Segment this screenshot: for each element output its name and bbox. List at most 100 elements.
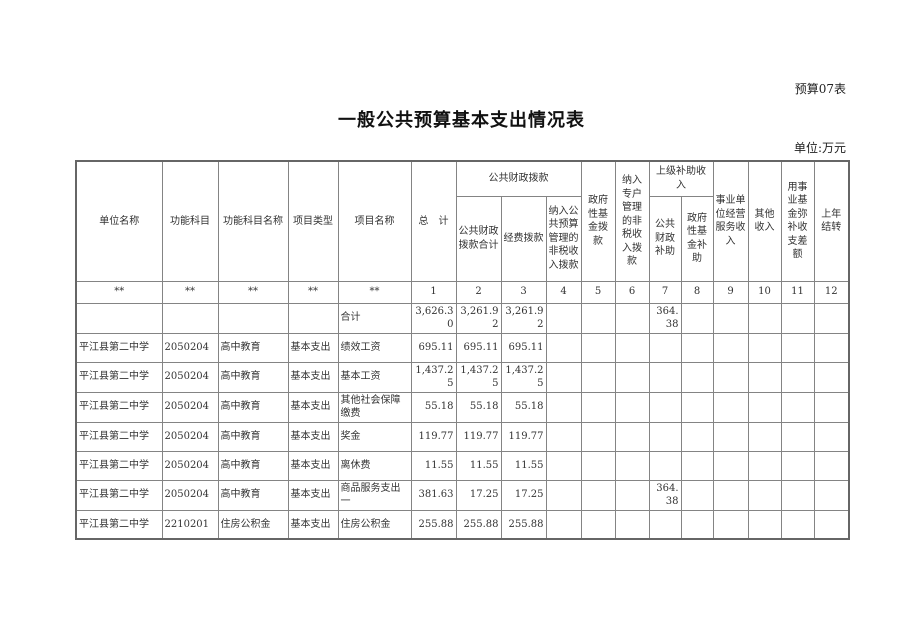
cell: 奖金 xyxy=(337,421,412,452)
cell xyxy=(614,361,650,393)
cell xyxy=(712,391,749,423)
cell: 商品服务支出一 xyxy=(337,479,412,511)
col-header-gov-fund-subsidy: 政府性基金补助 xyxy=(680,195,714,282)
cell xyxy=(580,421,616,452)
cell xyxy=(780,509,815,540)
column-number: 8 xyxy=(680,280,714,304)
cell: 2050204 xyxy=(161,361,219,393)
cell: 695.11 xyxy=(500,332,547,363)
column-mark: ** xyxy=(337,280,412,304)
cell xyxy=(614,302,650,334)
cell xyxy=(161,302,219,334)
cell xyxy=(680,450,714,481)
col-header-gov-fund: 政府性基金拨款 xyxy=(580,160,616,282)
cell: 255.88 xyxy=(500,509,547,540)
table-row: 平江县第二中学 2050204 高中教育 基本支出 绩效工资 695.11 695.11 69… xyxy=(75,332,850,363)
cell xyxy=(545,479,582,511)
cell: 平江县第二中学 xyxy=(75,421,163,452)
col-group-public-finance: 公共财政拨款 xyxy=(455,160,582,197)
cell xyxy=(712,361,749,393)
cell xyxy=(580,361,616,393)
cell xyxy=(747,391,782,423)
col-header-business-revenue: 事业单位经营服务收入 xyxy=(712,160,749,282)
cell: 695.11 xyxy=(410,332,457,363)
cell xyxy=(780,332,815,363)
cell xyxy=(614,479,650,511)
cell: 55.18 xyxy=(455,391,502,423)
cell xyxy=(680,302,714,334)
cell: 平江县第二中学 xyxy=(75,509,163,540)
cell xyxy=(580,450,616,481)
cell: 基本支出 xyxy=(287,450,339,481)
cell: 2050204 xyxy=(161,479,219,511)
col-header-function-name: 功能科目名称 xyxy=(217,160,289,282)
cell xyxy=(614,421,650,452)
cell: 11.55 xyxy=(410,450,457,481)
cell xyxy=(780,302,815,334)
cell: 1,437.25 xyxy=(500,361,547,393)
cell xyxy=(747,361,782,393)
cell: 3,261.92 xyxy=(500,302,547,334)
cell: 364.38 xyxy=(648,302,682,334)
column-number: 2 xyxy=(455,280,502,304)
cell: 119.77 xyxy=(455,421,502,452)
budget-table: 单位名称 功能科目 功能科目名称 项目类型 项目名称 总 计 公共财政拨款 政府… xyxy=(75,160,851,540)
cell: 高中教育 xyxy=(217,421,289,452)
column-index-row: ** ** ** ** ** 1 2 3 4 5 6 7 8 9 10 11 12 xyxy=(75,280,850,304)
cell: 2050204 xyxy=(161,391,219,423)
cell xyxy=(747,421,782,452)
col-header-carryover: 上年结转 xyxy=(813,160,850,282)
cell xyxy=(580,302,616,334)
table-row: 平江县第二中学 2050204 高中教育 基本支出 离休费 11.55 11.55 11.55 xyxy=(75,450,850,481)
cell: 55.18 xyxy=(410,391,457,423)
cell xyxy=(680,361,714,393)
cell: 住房公积金 xyxy=(217,509,289,540)
cell xyxy=(648,361,682,393)
cell: 364.38 xyxy=(648,479,682,511)
cell xyxy=(545,302,582,334)
cell: 55.18 xyxy=(500,391,547,423)
cell: 高中教育 xyxy=(217,450,289,481)
cell: 119.77 xyxy=(500,421,547,452)
column-number: 11 xyxy=(780,280,815,304)
cell xyxy=(813,421,850,452)
cell xyxy=(287,302,339,334)
cell xyxy=(780,361,815,393)
cell: 基本支出 xyxy=(287,332,339,363)
cell xyxy=(813,391,850,423)
cell xyxy=(614,391,650,423)
column-number: 4 xyxy=(545,280,582,304)
cell: 高中教育 xyxy=(217,361,289,393)
cell xyxy=(680,421,714,452)
cell xyxy=(75,302,163,334)
table-row: 平江县第二中学 2050204 高中教育 基本支出 商品服务支出一 381.63 17.25… xyxy=(75,479,850,511)
cell: 2050204 xyxy=(161,450,219,481)
cell xyxy=(648,421,682,452)
cell: 17.25 xyxy=(500,479,547,511)
cell: 17.25 xyxy=(455,479,502,511)
cell xyxy=(747,509,782,540)
cell: 3,626.30 xyxy=(410,302,457,334)
col-header-fund-balance: 用事业基金弥补收支差额 xyxy=(780,160,815,282)
cell: 11.55 xyxy=(455,450,502,481)
unit-label: 单位:万元 xyxy=(793,141,846,155)
cell xyxy=(580,391,616,423)
cell xyxy=(747,332,782,363)
cell: 695.11 xyxy=(455,332,502,363)
col-header-funding-allocation: 经费拨款 xyxy=(500,195,547,282)
column-number: 3 xyxy=(500,280,547,304)
cell: 基本支出 xyxy=(287,391,339,423)
column-number: 6 xyxy=(614,280,650,304)
column-number: 7 xyxy=(648,280,682,304)
cell: 2050204 xyxy=(161,421,219,452)
cell: 2210201 xyxy=(161,509,219,540)
cell: 平江县第二中学 xyxy=(75,361,163,393)
cell xyxy=(712,421,749,452)
cell xyxy=(680,479,714,511)
cell xyxy=(813,361,850,393)
cell: 平江县第二中学 xyxy=(75,450,163,481)
cell xyxy=(545,421,582,452)
table-row: 合计 3,626.30 3,261.92 3,261.92 364.38 xyxy=(75,302,850,334)
cell xyxy=(545,391,582,423)
cell xyxy=(614,509,650,540)
